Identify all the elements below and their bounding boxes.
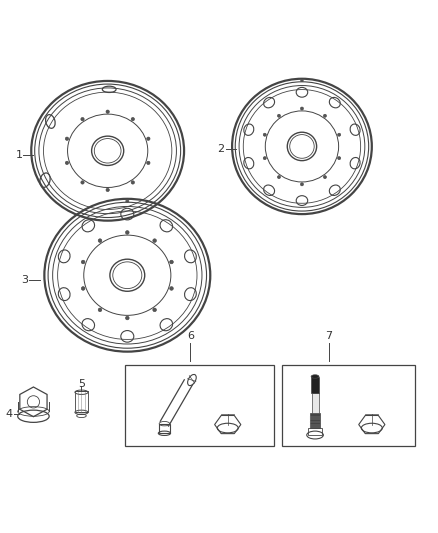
Circle shape bbox=[153, 308, 156, 312]
Circle shape bbox=[147, 161, 150, 165]
Circle shape bbox=[131, 181, 134, 184]
Circle shape bbox=[300, 183, 304, 186]
Ellipse shape bbox=[311, 375, 319, 378]
Bar bbox=[308, 428, 322, 435]
Text: 4: 4 bbox=[6, 409, 13, 418]
Bar bbox=[125, 365, 274, 446]
Circle shape bbox=[131, 117, 134, 121]
Circle shape bbox=[170, 260, 173, 264]
Circle shape bbox=[147, 137, 150, 140]
Bar bbox=[310, 413, 320, 428]
Circle shape bbox=[277, 175, 280, 179]
Text: 7: 7 bbox=[325, 330, 332, 341]
Circle shape bbox=[106, 188, 110, 191]
Circle shape bbox=[81, 260, 85, 264]
Circle shape bbox=[170, 287, 173, 290]
Circle shape bbox=[65, 161, 69, 165]
Bar bbox=[311, 393, 318, 413]
Circle shape bbox=[300, 107, 304, 110]
Text: 6: 6 bbox=[187, 330, 194, 341]
Circle shape bbox=[263, 157, 266, 160]
Circle shape bbox=[125, 231, 129, 235]
Circle shape bbox=[65, 137, 69, 140]
Circle shape bbox=[81, 117, 84, 121]
Ellipse shape bbox=[126, 200, 129, 202]
Circle shape bbox=[277, 114, 280, 117]
Text: 3: 3 bbox=[21, 276, 28, 286]
Text: 2: 2 bbox=[218, 143, 225, 154]
Circle shape bbox=[338, 133, 341, 136]
Text: 1: 1 bbox=[15, 150, 22, 160]
Circle shape bbox=[323, 175, 326, 179]
Ellipse shape bbox=[300, 80, 304, 82]
Bar bbox=[311, 376, 319, 393]
Circle shape bbox=[81, 181, 84, 184]
Circle shape bbox=[323, 114, 326, 117]
Text: 5: 5 bbox=[78, 378, 85, 389]
Circle shape bbox=[263, 133, 266, 136]
Bar bbox=[159, 424, 170, 433]
Circle shape bbox=[98, 239, 102, 243]
Circle shape bbox=[106, 110, 110, 114]
Circle shape bbox=[125, 316, 129, 320]
Bar bbox=[75, 391, 88, 413]
Circle shape bbox=[338, 157, 341, 160]
Circle shape bbox=[81, 287, 85, 290]
Bar bbox=[283, 365, 416, 446]
Circle shape bbox=[153, 239, 156, 243]
Circle shape bbox=[98, 308, 102, 312]
